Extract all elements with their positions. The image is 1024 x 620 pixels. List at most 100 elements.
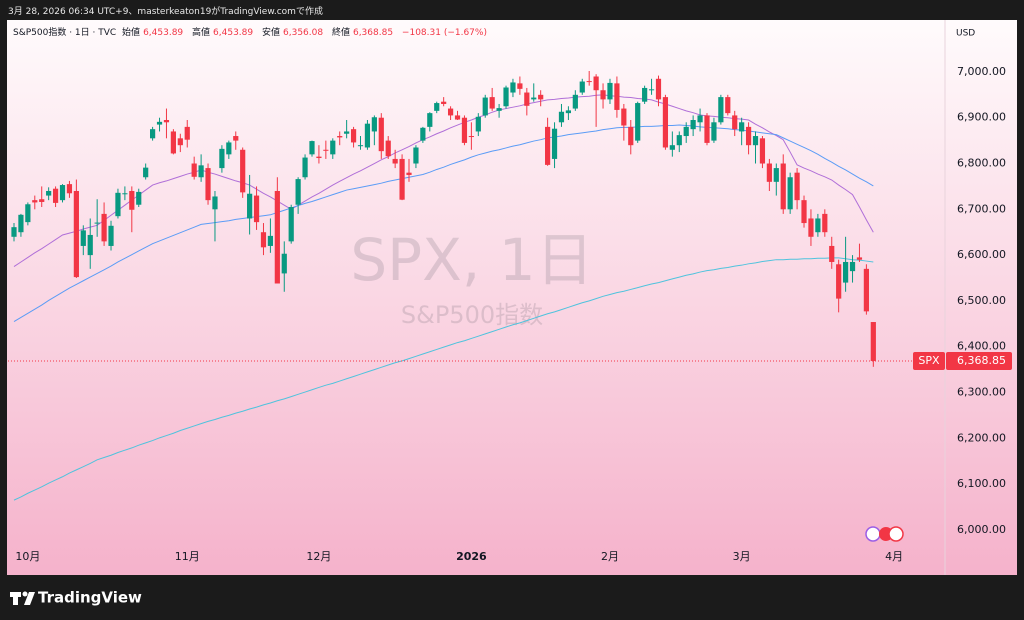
candle-body	[156, 121, 163, 125]
candle-body	[163, 120, 170, 123]
candle-body	[621, 108, 627, 126]
price-tag-label: 6,368.85	[957, 354, 1006, 367]
y-tick-label: 6,300.00	[957, 385, 1006, 398]
status-icons	[865, 526, 904, 542]
candle-body	[628, 126, 634, 146]
watermark-sub: S&P500指数	[401, 301, 543, 329]
legend-field-value: 6,356.08	[283, 28, 324, 38]
y-tick-label: 6,100.00	[957, 477, 1006, 490]
price-tag	[946, 351, 1012, 370]
candle-body	[538, 94, 544, 100]
candle-body	[870, 322, 876, 361]
candle-body	[371, 117, 377, 132]
x-tick-label: 3月	[733, 550, 751, 563]
candle-body	[662, 97, 669, 148]
candle-body	[794, 172, 800, 201]
candle-body	[80, 230, 86, 246]
candle-body	[344, 131, 350, 134]
y-tick-label: 6,000.00	[957, 523, 1006, 536]
candle-body	[517, 83, 523, 89]
candle-body	[378, 117, 384, 152]
candle-body	[316, 156, 322, 159]
candle-body	[219, 148, 225, 169]
y-tick-label: 6,700.00	[957, 202, 1006, 215]
candle-body	[655, 78, 662, 100]
candle-body	[267, 235, 274, 246]
candle-body	[593, 76, 599, 91]
candle-body	[468, 136, 474, 138]
candle-body	[579, 81, 585, 93]
candle-body	[801, 200, 807, 224]
candle-body	[863, 268, 869, 312]
candle-body	[295, 179, 301, 205]
legend-field-name: 安値	[261, 28, 280, 38]
candle-body	[836, 264, 842, 299]
candle-body	[288, 207, 294, 242]
candle-body	[385, 140, 391, 157]
candle-body	[25, 204, 31, 223]
candle-body	[150, 129, 156, 139]
candle-body	[11, 227, 17, 237]
candle-body	[690, 120, 696, 130]
candle-body	[46, 190, 52, 196]
candle-body	[115, 192, 121, 217]
candle-body	[143, 167, 149, 178]
candle-body	[198, 165, 204, 178]
y-tick-label: 6,900.00	[957, 111, 1006, 124]
candle-body	[676, 135, 682, 146]
candle-body	[856, 257, 863, 260]
candle-body	[18, 214, 24, 233]
candle-body	[59, 185, 66, 201]
candle-body	[253, 195, 260, 223]
legend-field-name: 終値	[331, 28, 350, 38]
candle-body	[759, 138, 766, 164]
candle-body	[808, 218, 814, 237]
candle-body	[496, 108, 502, 111]
candle-body	[392, 158, 398, 164]
candle-body	[739, 122, 745, 132]
candle-body	[752, 136, 759, 146]
y-tick-label: 6,800.00	[957, 157, 1006, 170]
candle-body	[212, 196, 218, 210]
candle-body	[427, 113, 433, 127]
moving-average-line	[13, 124, 874, 322]
candle-body	[503, 87, 509, 107]
candle-body	[39, 199, 45, 202]
candle-body	[642, 87, 648, 102]
candle-body	[711, 122, 717, 141]
candle-body	[170, 131, 176, 154]
candle-body	[766, 163, 772, 182]
candle-body	[260, 232, 267, 248]
candle-body	[745, 126, 752, 146]
candle-body	[648, 89, 655, 91]
candle-body	[101, 213, 107, 242]
legend-change: −108.31 (−1.67%)	[401, 28, 487, 38]
legend: S&P500指数 · 1日 · TVC 始値 6,453.89 高値 6,453.8…	[13, 25, 493, 38]
x-tick-label: 10月	[15, 550, 40, 563]
candle-body	[704, 115, 710, 143]
candle-body	[32, 200, 38, 203]
candle-body	[226, 142, 232, 155]
candle-body	[441, 101, 447, 104]
candle-body	[73, 190, 79, 278]
y-tick-label: 6,500.00	[957, 294, 1006, 307]
x-tick-label: 4月	[885, 550, 903, 563]
candle-body	[843, 261, 849, 283]
candle-body	[184, 126, 190, 140]
candle-body	[191, 163, 197, 177]
candle-body	[240, 149, 246, 193]
candle-body	[108, 225, 114, 246]
candle-body	[725, 97, 731, 114]
brand: TradingView	[38, 589, 142, 607]
candle-body	[434, 103, 440, 111]
candle-body	[849, 261, 856, 272]
candle-body	[323, 149, 329, 151]
candle-body	[302, 157, 308, 178]
candle-body	[364, 123, 371, 148]
candle-body	[614, 83, 620, 110]
candle-body	[122, 193, 128, 195]
logo	[10, 591, 35, 605]
candle-body	[683, 126, 689, 137]
candle-body	[233, 136, 239, 141]
candle-body	[447, 108, 454, 116]
